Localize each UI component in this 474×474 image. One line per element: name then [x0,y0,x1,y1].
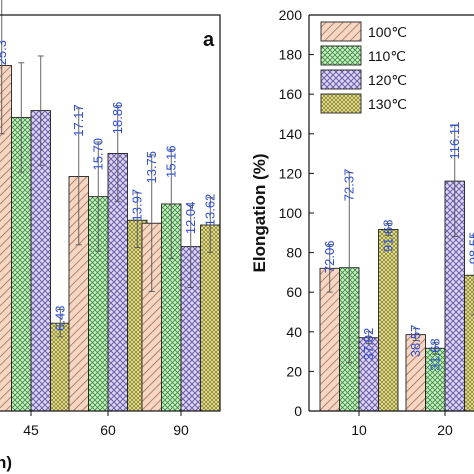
left-plot-frame [0,14,221,412]
data-label: 15.16 [163,145,178,178]
data-label: 12.04 [183,202,198,235]
data-label: 25.3 [0,40,9,65]
right-errors [326,125,474,364]
legend-label: 130℃ [368,96,407,112]
legend-swatch [320,45,362,66]
right-panel: 72.06 72.37 37.02 91.68 38.57 31.68 116.11 98.5… [250,7,474,438]
bar [378,229,399,412]
data-label: 31.68 [427,338,442,371]
x-tick-label: 10 [351,422,367,438]
data-label: 13.75 [144,151,159,184]
y-tick-label: 160 [279,86,303,102]
data-label: 116.11 [447,122,462,160]
data-label: 98.55 [466,232,474,265]
right-bars [319,180,474,412]
bar [464,274,474,412]
right-y-axis-label: Elongation (%) [250,154,269,273]
y-tick-label: 80 [286,245,302,261]
left-x-ticks: 45 60 90 [23,411,189,438]
data-label: 18.86 [110,102,125,135]
legend: 100℃ 110℃ 120℃ 130℃ [320,21,407,114]
legend-label: 110℃ [368,48,406,64]
left-bars [0,65,221,412]
right-y-ticks: 0 20 40 60 80 100 120 140 160 180 200 [279,7,314,419]
y-tick-label: 120 [279,165,303,181]
legend-swatch [320,69,362,90]
legend-swatch [320,93,362,114]
data-label: 6.43 [52,306,67,331]
y-tick-label: 20 [286,363,302,379]
y-tick-label: 180 [279,47,303,63]
y-tick-label: 200 [279,7,303,23]
x-tick-label: 45 [23,422,39,438]
data-label: 72.06 [322,241,337,274]
data-label: 13.97 [129,189,144,222]
data-label: 13.62 [202,194,217,227]
data-label: 37.02 [361,328,376,361]
data-label: 15.70 [90,138,105,171]
data-label: 17.17 [71,104,86,137]
y-tick-label: 60 [286,284,302,300]
x-tick-label: 20 [437,422,453,438]
y-tick-label: 40 [286,324,302,340]
data-label: 91.68 [380,220,395,253]
left-errors [0,0,214,338]
right-value-labels: 72.06 72.37 37.02 91.68 38.57 31.68 116.11 98.5… [322,122,474,371]
data-label: 38.57 [408,325,423,358]
y-tick-label: 140 [279,126,303,142]
y-tick-label: 0 [294,403,302,419]
right-x-ticks: 10 20 [351,411,453,438]
legend-label: 100℃ [368,24,407,40]
left-panel-label: a [203,29,215,51]
data-label: 72.37 [341,169,356,202]
bar [200,224,221,412]
left-x-axis-label: n) [0,453,12,472]
y-tick-label: 100 [279,205,303,221]
x-tick-label: 90 [173,422,189,438]
legend-label: 120℃ [368,72,407,88]
x-tick-label: 60 [100,422,116,438]
legend-swatch [320,21,362,42]
